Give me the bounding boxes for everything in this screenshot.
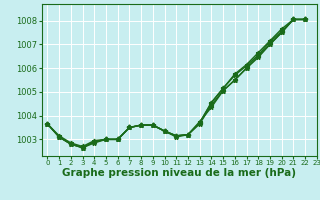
X-axis label: Graphe pression niveau de la mer (hPa): Graphe pression niveau de la mer (hPa)	[62, 168, 296, 178]
